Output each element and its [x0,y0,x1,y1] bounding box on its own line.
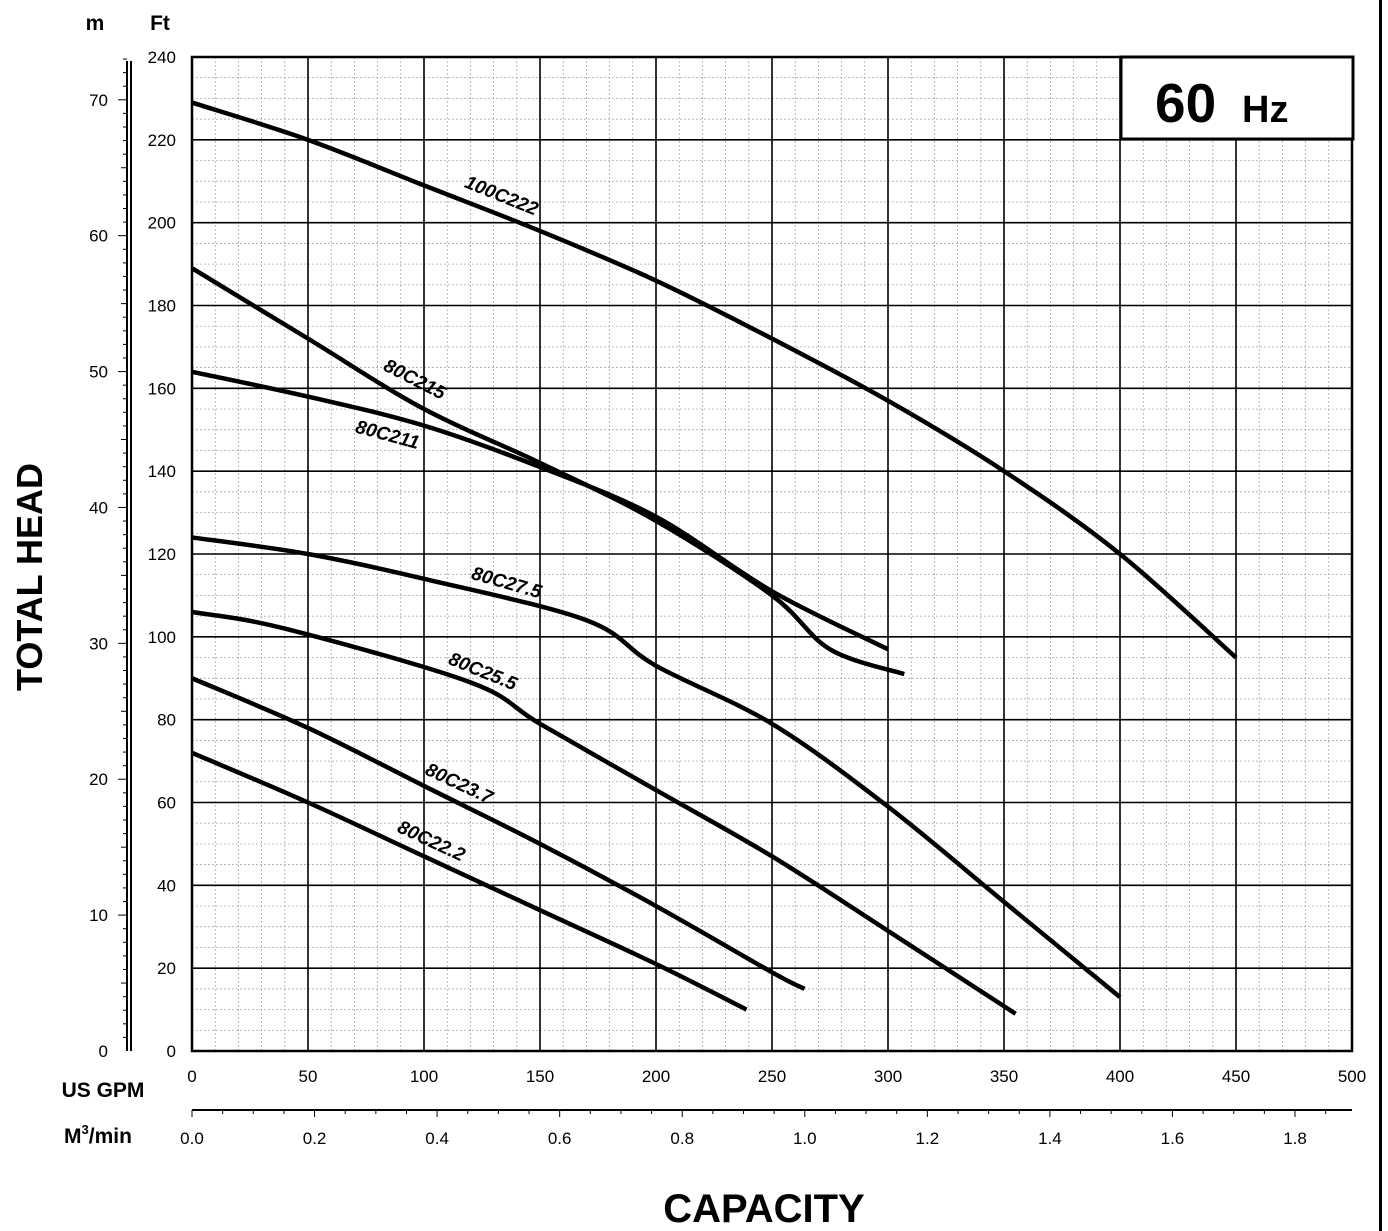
page-border [1379,0,1382,1231]
y2-tick-label: 30 [89,634,108,653]
curve-80C27.5 [191,535,1122,999]
x-tick-label: 450 [1222,1067,1250,1086]
x2-tick-label: 0.8 [670,1129,694,1148]
x-tick-label: 350 [990,1067,1018,1086]
curve-80C22.2 [191,750,748,1012]
y-tick-label: 140 [148,462,176,481]
x-tick-label: 0 [187,1067,196,1086]
frequency-badge: 60 Hz [1119,55,1355,141]
y-tick-label: 0 [167,1042,176,1061]
y-axis-unit: Ft [150,12,170,35]
plot-frame [190,55,1354,1053]
x-tick-label: 200 [642,1067,670,1086]
y-tick-label: 180 [148,297,176,316]
x-axis-title: CAPACITY [663,1187,865,1231]
y-axis-title: TOTAL HEAD [9,463,50,691]
y2-tick-label: 50 [89,363,108,382]
x2-tick-label: 1.8 [1283,1129,1307,1148]
x-tick-label: 50 [299,1067,318,1086]
y-tick-label: 20 [157,959,176,978]
y-tick-label: 220 [148,131,176,150]
x-axis-unit: US GPM [62,1079,145,1102]
curve-80C23.7 [191,676,806,991]
x2-tick-label: 0.0 [180,1129,204,1148]
y-tick-label: 160 [148,379,176,398]
x-tick-label: 400 [1106,1067,1134,1086]
x-tick-label: 100 [410,1067,438,1086]
y-tick-label: 100 [148,628,176,647]
x2-unit-main: M [64,1125,82,1148]
y-tick-label: 40 [157,876,176,895]
badge-value: 60 [1155,72,1216,134]
x2-unit-sup: 3 [82,1122,89,1137]
x2-tick-label: 1.2 [916,1129,940,1148]
y-tick-label: 80 [157,711,176,730]
x2-axis-unit: M3/min [64,1122,132,1148]
y2-axis-unit: m [86,12,105,35]
x2-tick-label: 1.0 [793,1129,817,1148]
y-tick-label: 240 [148,48,176,67]
badge-unit: Hz [1242,89,1288,131]
x-tick-label: 300 [874,1067,902,1086]
major-grid [192,57,1352,1051]
curve-label: 80C215 [380,355,449,404]
x-tick-label: 250 [758,1067,786,1086]
x-tick-label: 150 [526,1067,554,1086]
x2-tick-label: 1.6 [1161,1129,1185,1148]
y2-tick-label: 20 [89,770,108,789]
y-tick-label: 200 [148,214,176,233]
y2-tick-label: 70 [89,91,108,110]
curve-100C222 [191,100,1238,660]
x2-tick-label: 0.4 [425,1129,449,1148]
x2-unit-tail: /min [89,1125,132,1148]
curve-80C25.5 [191,609,1017,1016]
curve-80C211 [191,369,890,652]
y2-tick-label: 40 [89,498,108,517]
y-tick-label: 120 [148,545,176,564]
badge-box [1119,55,1355,141]
x2-tick-label: 0.2 [303,1129,327,1148]
y2-tick-label: 10 [89,906,108,925]
x2-tick-label: 1.4 [1038,1129,1062,1148]
x2-tick-label: 0.6 [548,1129,572,1148]
y2-tick-label: 0 [99,1042,108,1061]
y2-tick-label: 60 [89,227,108,246]
y-tick-label: 60 [157,794,176,813]
axes: 0 20 40 60 80 100 120 140 160 180 200 220 240 0 10 20 30… [89,48,1366,1148]
pump-curves: 100C22280C21580C21180C27.580C25.580C23.7… [190,100,1238,1016]
x-tick-label: 500 [1338,1067,1366,1086]
